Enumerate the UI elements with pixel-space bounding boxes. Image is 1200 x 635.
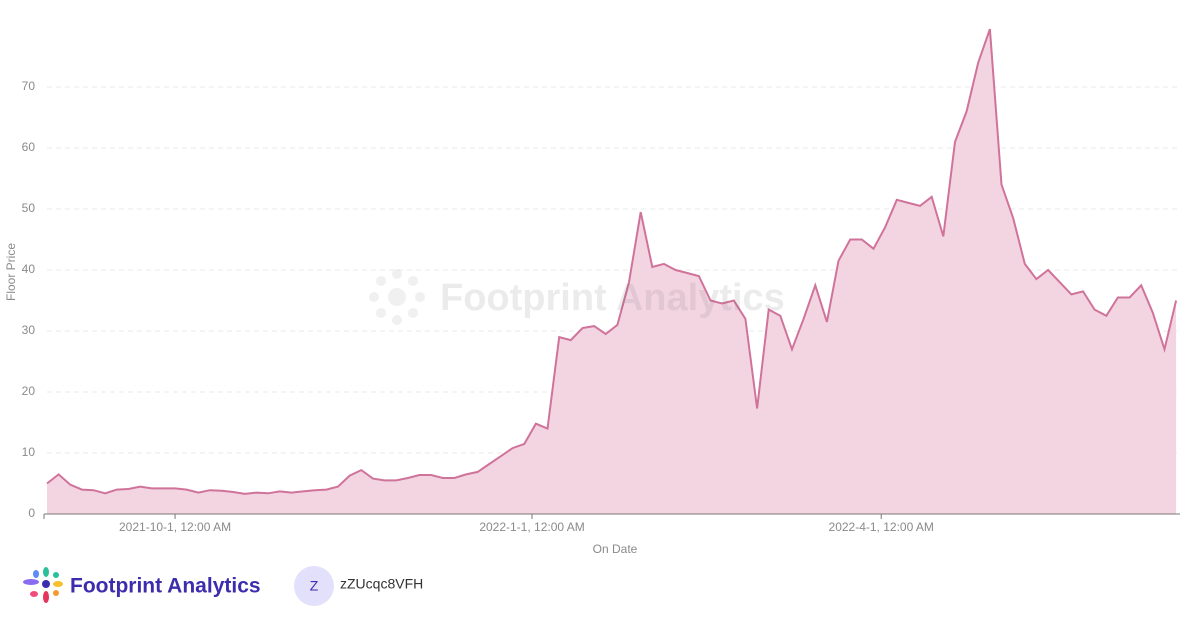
y-tick-label: 30 [22,323,36,337]
plot: 0 10 20 30 40 50 60 70 2021-10-1, 12:00 AM 2022-1… [22,28,1180,534]
x-axis-label: On Date [593,542,638,556]
watermark-text: Footprint Analytics [440,277,785,319]
area-line [46,28,1178,495]
y-tick-label: 20 [22,384,36,398]
y-tick-label: 10 [22,445,36,459]
y-axis-label: Floor Price [4,243,18,301]
x-tick-label: 2022-4-1, 12:00 AM [829,520,934,534]
y-tick-label: 50 [22,201,36,215]
y-tick-label: 60 [22,140,36,154]
x-tick-label: 2021-10-1, 12:00 AM [119,520,231,534]
y-tick-label: 0 [28,506,35,520]
logo: Footprint Analytics [23,567,261,603]
x-tick-label: 2022-1-1, 12:00 AM [479,520,584,534]
y-tick-label: 40 [22,262,36,276]
y-tick-label: 70 [22,79,36,93]
username: zZUcqc8VFH [340,576,423,592]
avatar-letter: Z [310,578,319,594]
watermark: Footprint Analytics [369,269,785,325]
avatar [294,566,334,606]
brand-name: Footprint Analytics [70,575,261,598]
area-fill [47,29,1177,514]
